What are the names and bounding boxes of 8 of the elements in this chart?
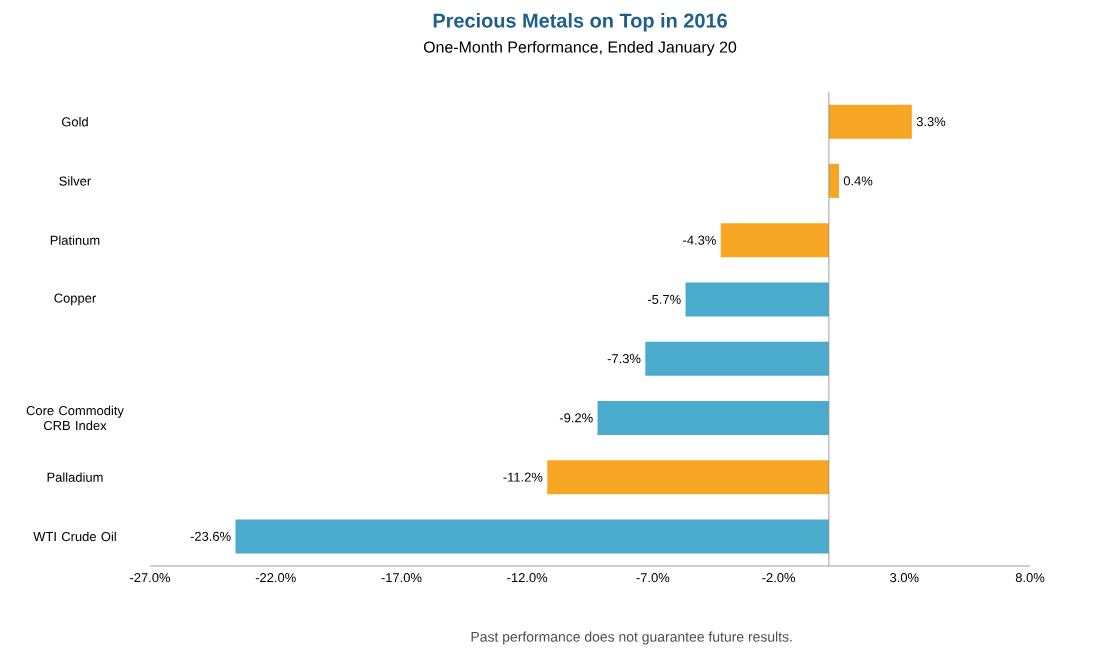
bar: [547, 460, 829, 495]
chart-title: Precious Metals on Top in 2016: [433, 13, 727, 32]
bar: [235, 519, 829, 554]
bar: [645, 341, 829, 376]
bar: [828, 104, 912, 139]
bar: [685, 282, 829, 317]
bar: [597, 400, 829, 435]
bar: [720, 223, 829, 258]
